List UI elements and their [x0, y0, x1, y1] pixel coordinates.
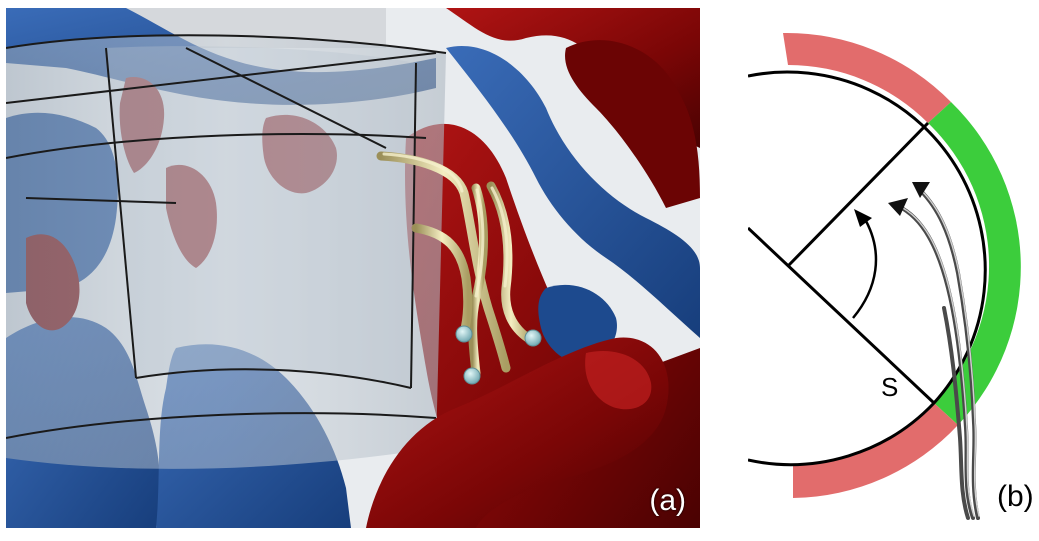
cross-lines [748, 121, 936, 405]
seed-point [455, 325, 473, 343]
cylinder-edges [6, 34, 447, 439]
panel-b-canvas [748, 32, 1021, 520]
arc-segment-red-bottom [793, 403, 958, 498]
cylinder-inner-shell [106, 46, 416, 388]
arc-segment-red-top [783, 32, 951, 123]
angle-label-s: S [881, 372, 899, 402]
red-isosurface [446, 8, 700, 148]
cylinder-outline [748, 70, 987, 467]
red-isosurface-highlight [585, 351, 652, 410]
seed-point [463, 367, 481, 385]
arrow-head [888, 198, 908, 216]
seed-point [524, 329, 542, 347]
arc-segment-green [928, 102, 1021, 425]
cylinder-shell [6, 35, 446, 469]
rotation-arrow-head [854, 209, 872, 227]
arrow-head [912, 182, 930, 198]
rotation-arrow [852, 220, 878, 319]
panel-a-canvas [6, 8, 700, 528]
red-isosurface [565, 40, 700, 209]
streamline-arrow-heads [888, 182, 930, 216]
blue-isosurface [446, 46, 700, 338]
schematic-streamlines [896, 188, 980, 520]
schematic-streamline-highlights [898, 189, 980, 517]
panel-b-schematic: S (b) [748, 28, 1039, 528]
panel-a-rendering: (a) [6, 8, 700, 528]
streamline-highlights [382, 152, 509, 298]
panel-a-label: (a) [649, 484, 686, 517]
panel-b-label: (b) [997, 480, 1034, 513]
